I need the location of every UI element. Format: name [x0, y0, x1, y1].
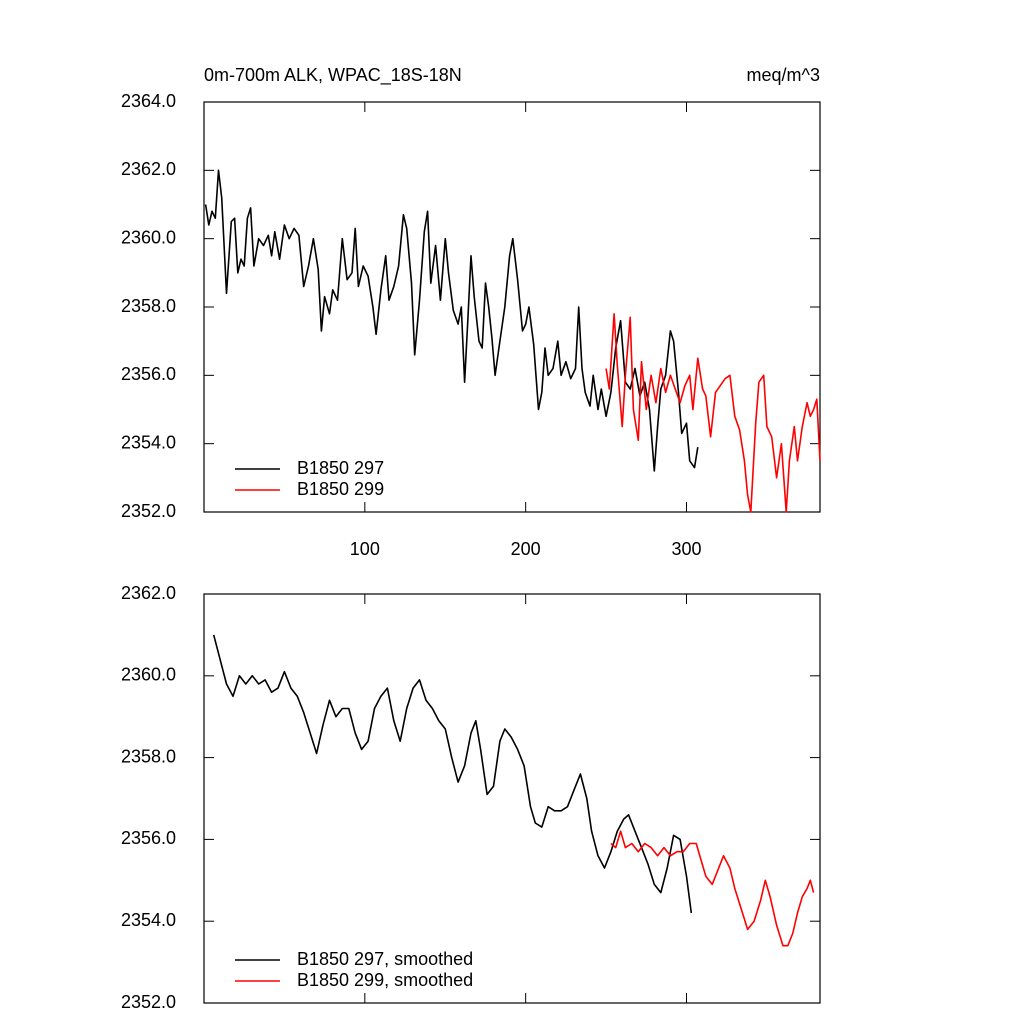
units-label: meq/m^3 — [747, 65, 820, 85]
x-tick-label: 300 — [671, 539, 701, 559]
legend-label: B1850 299, smoothed — [297, 970, 473, 990]
series-line — [204, 169, 699, 472]
y-tick-label: 2354.0 — [121, 910, 176, 930]
y-tick-label: 2352.0 — [121, 501, 176, 521]
series-line — [212, 634, 693, 914]
y-tick-label: 2358.0 — [121, 746, 176, 766]
y-tick-label: 2358.0 — [121, 296, 176, 316]
x-tick-label: 100 — [350, 539, 380, 559]
legend-label: B1850 297, smoothed — [297, 949, 473, 969]
y-tick-label: 2364.0 — [121, 91, 176, 111]
y-tick-label: 2356.0 — [121, 828, 176, 848]
y-tick-label: 2362.0 — [121, 583, 176, 603]
series-line — [610, 830, 815, 947]
y-tick-label: 2360.0 — [121, 227, 176, 247]
plot-frame — [203, 101, 821, 513]
legend-label: B1850 297 — [297, 458, 384, 478]
y-tick-label: 2360.0 — [121, 665, 176, 685]
chart-title: 0m-700m ALK, WPAC_18S-18N — [204, 65, 462, 86]
x-tick-label: 200 — [511, 539, 541, 559]
series-line — [605, 313, 821, 513]
plot-frame — [203, 593, 821, 1004]
y-tick-label: 2356.0 — [121, 364, 176, 384]
y-tick-label: 2352.0 — [121, 992, 176, 1012]
legend-label: B1850 299 — [297, 479, 384, 499]
y-tick-label: 2362.0 — [121, 159, 176, 179]
y-tick-label: 2354.0 — [121, 432, 176, 452]
